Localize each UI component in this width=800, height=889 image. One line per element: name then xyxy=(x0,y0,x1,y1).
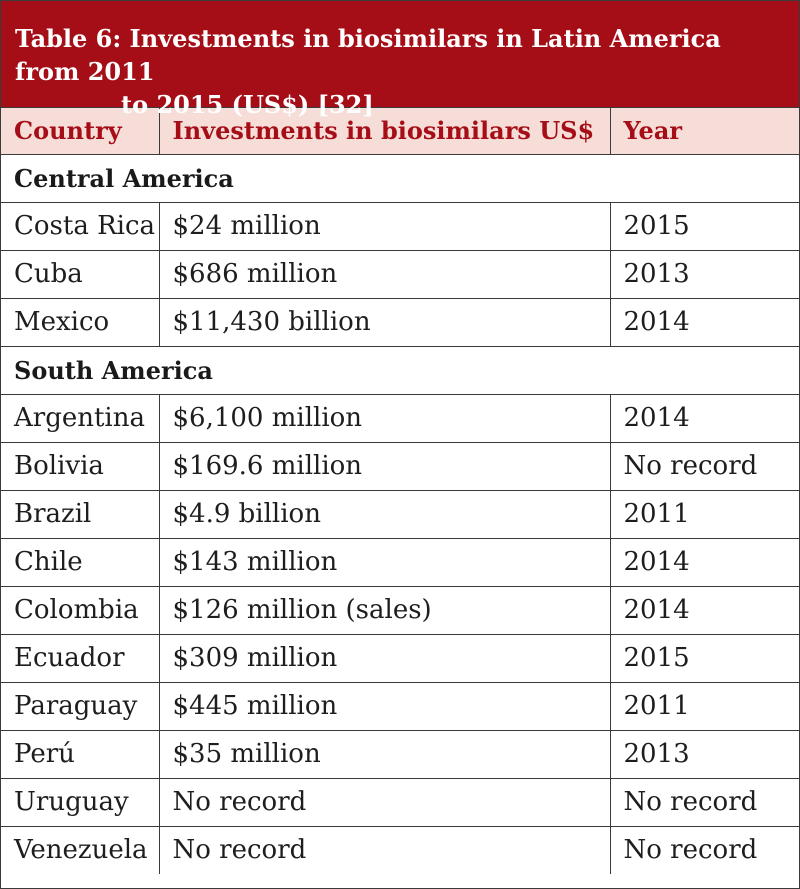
cell-year: No record xyxy=(609,441,799,491)
cell-investment: $4.9 billion xyxy=(158,489,611,539)
cell-investment: $445 million xyxy=(158,681,611,731)
table-body: Central America Costa Rica $24 million 2015… xyxy=(1,153,799,874)
cell-investment: $11,430 billion xyxy=(158,297,611,347)
group-label: South America xyxy=(1,345,799,395)
cell-year: 2013 xyxy=(609,249,799,299)
cell-year: 2014 xyxy=(609,537,799,587)
cell-country: Cuba xyxy=(1,249,160,299)
table-row: Chile $143 million 2014 xyxy=(1,537,799,587)
cell-investment: $169.6 million xyxy=(158,441,611,491)
cell-investment: No record xyxy=(158,825,611,874)
cell-country: Venezuela xyxy=(1,825,160,874)
table-row: Argentina $6,100 million 2014 xyxy=(1,393,799,443)
cell-country: Ecuador xyxy=(1,633,160,683)
header-year: Year xyxy=(609,108,799,155)
caption-line-1: Table 6: Investments in biosimilars in L… xyxy=(15,24,721,86)
table-header-row: Country Investments in biosimilars US$ Y… xyxy=(1,108,799,155)
table-row: Bolivia $169.6 million No record xyxy=(1,441,799,491)
table-row: Uruguay No record No record xyxy=(1,777,799,827)
table-row: Perú $35 million 2013 xyxy=(1,729,799,779)
table-row: Paraguay $445 million 2011 xyxy=(1,681,799,731)
cell-investment: $309 million xyxy=(158,633,611,683)
cell-year: No record xyxy=(609,825,799,874)
cell-investment: $24 million xyxy=(158,201,611,251)
cell-year: 2015 xyxy=(609,201,799,251)
cell-year: 2011 xyxy=(609,681,799,731)
cell-country: Costa Rica xyxy=(1,201,160,251)
table-row: Ecuador $309 million 2015 xyxy=(1,633,799,683)
cell-year: 2011 xyxy=(609,489,799,539)
cell-country: Chile xyxy=(1,537,160,587)
group-row: Central America xyxy=(1,153,799,203)
caption-line-2: to 2015 (US$) [32] xyxy=(121,90,374,119)
table-row: Venezuela No record No record xyxy=(1,825,799,874)
group-label: Central America xyxy=(1,153,799,203)
cell-investment: $686 million xyxy=(158,249,611,299)
cell-year: 2014 xyxy=(609,585,799,635)
header-country: Country xyxy=(1,108,160,155)
cell-investment: $143 million xyxy=(158,537,611,587)
cell-country: Paraguay xyxy=(1,681,160,731)
cell-year: No record xyxy=(609,777,799,827)
investments-table: Country Investments in biosimilars US$ Y… xyxy=(1,108,799,874)
cell-investment: $35 million xyxy=(158,729,611,779)
cell-year: 2014 xyxy=(609,393,799,443)
cell-country: Brazil xyxy=(1,489,160,539)
cell-country: Mexico xyxy=(1,297,160,347)
cell-country: Bolivia xyxy=(1,441,160,491)
cell-year: 2013 xyxy=(609,729,799,779)
cell-country: Colombia xyxy=(1,585,160,635)
table-row: Costa Rica $24 million 2015 xyxy=(1,201,799,251)
cell-investment: $126 million (sales) xyxy=(158,585,611,635)
cell-country: Uruguay xyxy=(1,777,160,827)
group-row: South America xyxy=(1,345,799,395)
cell-year: 2014 xyxy=(609,297,799,347)
header-investment: Investments in biosimilars US$ xyxy=(158,108,611,155)
cell-country: Argentina xyxy=(1,393,160,443)
table-row: Cuba $686 million 2013 xyxy=(1,249,799,299)
cell-investment: No record xyxy=(158,777,611,827)
cell-investment: $6,100 million xyxy=(158,393,611,443)
table-row: Brazil $4.9 billion 2011 xyxy=(1,489,799,539)
cell-year: 2015 xyxy=(609,633,799,683)
table-caption: Table 6: Investments in biosimilars in L… xyxy=(1,1,799,119)
table-row: Colombia $126 million (sales) 2014 xyxy=(1,585,799,635)
cell-country: Perú xyxy=(1,729,160,779)
table-row: Mexico $11,430 billion 2014 xyxy=(1,297,799,347)
